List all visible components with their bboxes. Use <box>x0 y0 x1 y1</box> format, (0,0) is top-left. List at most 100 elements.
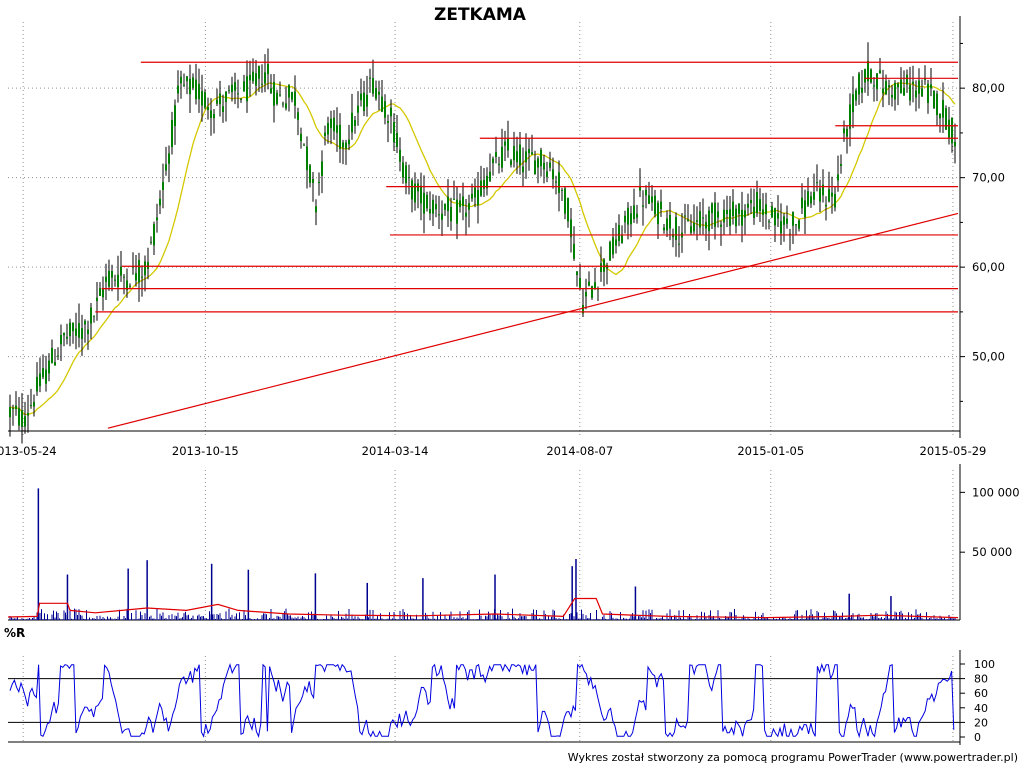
candle-body <box>675 216 677 241</box>
candle-body <box>18 408 20 426</box>
candle-body <box>318 181 320 183</box>
candle-body <box>183 84 185 86</box>
candle-body <box>162 181 164 190</box>
candle-body <box>624 215 626 223</box>
date-tick-label: 2014-03-14 <box>362 444 429 458</box>
candle-body <box>297 112 299 120</box>
candle-body <box>366 94 368 107</box>
candle-body <box>426 194 428 209</box>
volume-axis: 50 000 100 000 <box>960 485 1020 559</box>
candle-body <box>390 107 392 117</box>
candle-body <box>453 198 455 200</box>
candle-body <box>819 188 821 202</box>
candle-body <box>705 222 707 229</box>
candle-body <box>702 217 704 219</box>
candle-body <box>723 209 725 223</box>
candle-body <box>813 192 815 200</box>
candle-body <box>102 289 104 298</box>
candle-body <box>864 69 866 83</box>
candle-body <box>513 146 515 161</box>
candle-body <box>498 163 500 166</box>
candle-body <box>687 219 689 221</box>
candle-body <box>84 320 86 325</box>
candle-body <box>63 332 65 336</box>
candle-body <box>423 192 425 214</box>
candle-body <box>204 92 206 108</box>
candle-body <box>321 161 323 176</box>
volume-average-layer <box>7 597 959 619</box>
candle-body <box>657 202 659 225</box>
candle-body <box>846 128 848 137</box>
candle-body <box>747 203 749 208</box>
candle-body <box>69 322 71 337</box>
candle-body <box>522 166 524 173</box>
candle-body <box>744 210 746 218</box>
candle-body <box>912 81 914 84</box>
candle-body <box>330 118 332 128</box>
candle-body <box>132 266 134 268</box>
candle-body <box>504 141 506 146</box>
candle-body <box>816 182 818 184</box>
candle-body <box>924 78 926 80</box>
price-tick-label: 60,00 <box>972 260 1005 274</box>
candle-body <box>264 72 266 84</box>
candle-body <box>618 225 620 241</box>
candle-body <box>219 93 221 105</box>
volume-bars-layer <box>9 488 956 620</box>
candle-body <box>636 213 638 218</box>
candle-body <box>207 107 209 110</box>
candle-body <box>540 149 542 167</box>
candle-body <box>384 101 386 118</box>
candle-body <box>888 85 890 88</box>
candle-body <box>729 209 731 227</box>
candle-body <box>408 177 410 179</box>
candle-body <box>765 204 767 215</box>
candle-body <box>240 98 242 100</box>
candle-body <box>474 187 476 198</box>
candle-body <box>87 329 89 334</box>
candle-body <box>588 281 590 286</box>
candle-body <box>12 408 14 410</box>
candle-body <box>528 148 530 154</box>
candle-body <box>951 117 953 144</box>
candle-body <box>303 144 305 146</box>
candle-body <box>942 99 944 118</box>
candle-body <box>99 288 101 296</box>
price-tick-label: 80,00 <box>972 81 1005 95</box>
candle-body <box>735 208 737 227</box>
candle-body <box>120 266 122 276</box>
candle-body <box>90 307 92 324</box>
candle-body <box>189 78 191 95</box>
candle-body <box>399 149 401 162</box>
candle-body <box>732 201 734 217</box>
candle-body <box>903 87 905 96</box>
candle-body <box>642 205 644 207</box>
candle-body <box>345 142 347 149</box>
williams-r-tick-label: 100 <box>974 658 995 671</box>
candle-body <box>669 215 671 229</box>
candle-body <box>447 196 449 211</box>
candle-body <box>525 151 527 163</box>
candle-body <box>897 83 899 88</box>
candle-body <box>300 133 302 142</box>
candle-body <box>552 169 554 180</box>
candle-body <box>834 194 836 208</box>
candle-body <box>759 199 761 211</box>
candle-body <box>15 405 17 410</box>
candle-body <box>123 276 125 278</box>
candle-body <box>387 121 389 123</box>
candle-body <box>699 211 701 228</box>
candle-body <box>648 195 650 204</box>
candle-body <box>150 241 152 243</box>
candle-body <box>768 221 770 223</box>
williams-r-label: %R <box>4 626 25 640</box>
candle-body <box>222 106 224 113</box>
candle-body <box>906 74 908 85</box>
price-axis: 50,00 60,00 70,00 80,00 <box>960 42 1005 402</box>
candle-body <box>450 206 452 222</box>
candle-body <box>855 90 857 101</box>
candle-body <box>273 82 275 106</box>
candle-body <box>192 77 194 88</box>
support-resistance-layer <box>95 61 959 429</box>
price-tick-label: 50,00 <box>972 350 1005 364</box>
